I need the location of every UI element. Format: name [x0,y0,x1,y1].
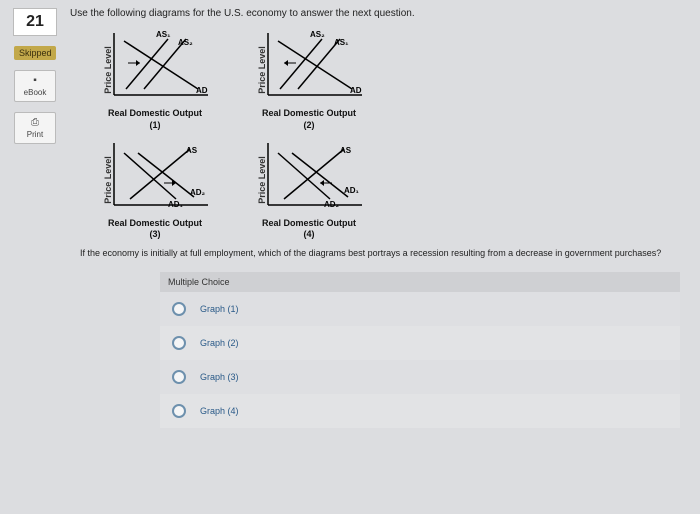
svg-text:AD₁: AD₁ [344,186,360,195]
mc-heading: Multiple Choice [160,272,680,292]
main-content: Use the following diagrams for the U.S. … [70,8,688,428]
option-c-label: Graph (3) [200,372,239,382]
svg-text:AD₂: AD₂ [324,200,340,209]
caption-4: (4) [304,229,315,240]
svg-text:AS₂: AS₂ [178,38,193,47]
caption-3: (3) [150,229,161,240]
ebook-icon: ▪ [15,75,55,86]
ebook-label: eBook [24,88,47,97]
radio-icon [172,336,186,350]
xlabel-2: Real Domestic Output [262,108,356,119]
option-b-label: Graph (2) [200,338,239,348]
svg-text:AD: AD [196,86,208,95]
radio-icon [172,302,186,316]
option-a-label: Graph (1) [200,304,239,314]
xlabel-1: Real Domestic Output [108,108,202,119]
option-c[interactable]: Graph (3) [160,360,680,394]
option-d[interactable]: Graph (4) [160,394,680,428]
option-d-label: Graph (4) [200,406,239,416]
ebook-button[interactable]: ▪ eBook [14,70,56,102]
instruction-text: Use the following diagrams for the U.S. … [70,8,688,19]
ylabel-3: Price Level [103,156,113,204]
xlabel-3: Real Domestic Output [108,218,202,229]
caption-1: (1) [150,120,161,131]
option-a[interactable]: Graph (1) [160,292,680,326]
diagram-1: Price Level AD AS₁ AS₂ [80,25,230,131]
radio-icon [172,404,186,418]
caption-2: (2) [304,120,315,131]
diagram-2: Price Level AD AS₂ AS₁ [234,25,384,131]
svg-text:AS₁: AS₁ [334,38,349,47]
diagram-3: Price Level AS AD₁ AD₂ [80,135,230,241]
xlabel-4: Real Domestic Output [262,218,356,229]
svg-text:AS₁: AS₁ [156,30,171,39]
print-button[interactable]: ⎙ Print [14,112,56,144]
svg-text:AS: AS [186,146,198,155]
svg-text:AD₂: AD₂ [190,188,206,197]
skipped-badge: Skipped [14,46,56,60]
ylabel-2: Price Level [257,46,267,94]
ylabel-1: Price Level [103,46,113,94]
diagram-grid: Price Level AD AS₁ AS₂ [80,25,688,240]
svg-text:AD: AD [350,86,362,95]
svg-text:AS₂: AS₂ [310,30,325,39]
multiple-choice: Multiple Choice Graph (1) Graph (2) Grap… [160,272,680,428]
svg-text:AS: AS [340,146,352,155]
ylabel-4: Price Level [257,156,267,204]
question-number: 21 [13,8,57,36]
radio-icon [172,370,186,384]
print-icon: ⎙ [15,117,55,128]
diagram-4: Price Level AS AD₁ AD₂ [234,135,384,241]
sidebar: 21 Skipped ▪ eBook ⎙ Print [12,8,58,428]
option-b[interactable]: Graph (2) [160,326,680,360]
print-label: Print [27,130,43,139]
followup-question: If the economy is initially at full empl… [80,248,688,258]
svg-text:AD₁: AD₁ [168,200,184,209]
